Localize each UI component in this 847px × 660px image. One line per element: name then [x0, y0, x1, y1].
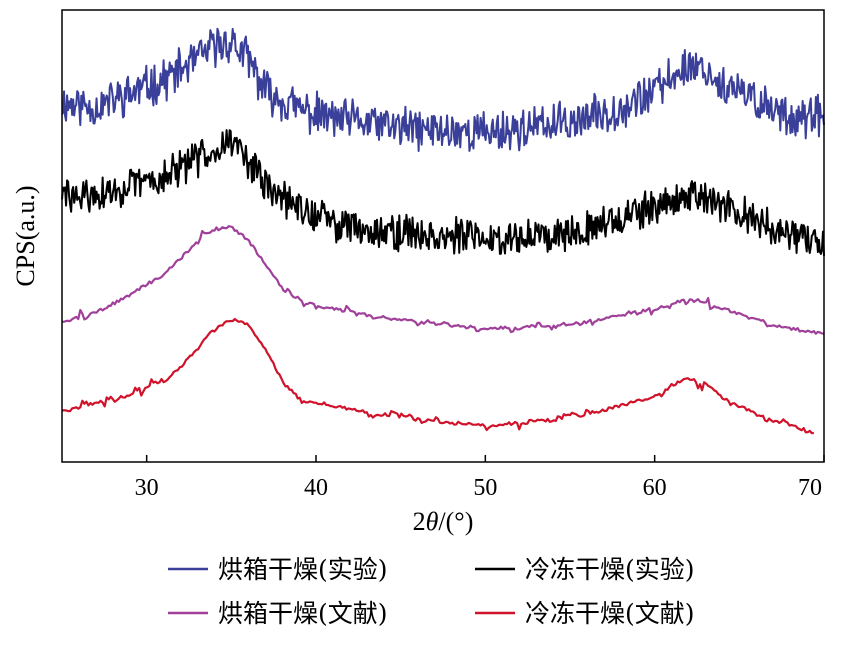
x-axis-ticks: 30 40 50 60 70: [135, 455, 825, 501]
x-tick-label: 40: [304, 475, 328, 501]
legend: 烘箱干燥(实验) 冷冻干燥(实验) 烘箱干燥(文献) 冷冻干燥(文献): [168, 555, 695, 628]
series-line-4: [61, 317, 814, 435]
legend-label-3: 烘箱干燥(文献): [218, 599, 388, 628]
x-tick-label: 70: [798, 475, 822, 501]
x-tick-label: 30: [135, 475, 159, 501]
legend-label-4: 冷冻干燥(文献): [525, 599, 695, 628]
legend-label-2: 冷冻干燥(实验): [525, 555, 695, 584]
series-line-1: [61, 27, 825, 153]
series-layer: [61, 27, 825, 435]
plot-frame: [61, 9, 825, 463]
y-axis-title: CPS(a.u.): [11, 185, 40, 286]
x-axis-title-prefix: 2: [413, 507, 426, 536]
x-axis-title: 2θ/(°): [413, 507, 474, 536]
x-tick-label: 60: [643, 475, 667, 501]
x-axis-title-suffix: /(°): [438, 507, 473, 536]
legend-label-1: 烘箱干燥(实验): [218, 555, 388, 584]
x-axis-title-theta: θ: [426, 507, 439, 536]
series-line-2: [61, 129, 825, 257]
series-line-3: [61, 225, 825, 336]
x-tick-label: 50: [473, 475, 497, 501]
